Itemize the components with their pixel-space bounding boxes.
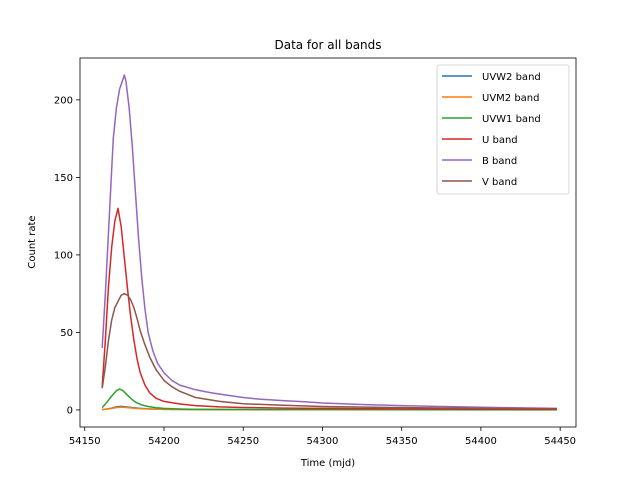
x-tick-label-4: 54350 bbox=[386, 436, 418, 447]
legend-label-4: B band bbox=[482, 156, 517, 167]
series-layer bbox=[101, 74, 557, 411]
legend-label-5: V band bbox=[482, 177, 517, 188]
x-tick-label-3: 54300 bbox=[307, 436, 339, 447]
legend-label-2: UVW1 band bbox=[482, 114, 541, 125]
series-line-4 bbox=[101, 74, 557, 410]
x-tick-label-5: 54400 bbox=[465, 436, 497, 447]
y-axis: 0 50 100 150 200 bbox=[54, 95, 80, 416]
legend-label-3: U band bbox=[482, 135, 518, 146]
chart-title: Data for all bands bbox=[274, 38, 381, 52]
plot-frame bbox=[79, 57, 577, 428]
y-axis-label: Count rate bbox=[27, 215, 38, 268]
x-axis-label: Time (mjd) bbox=[300, 458, 355, 469]
y-tick-label-4: 200 bbox=[54, 95, 73, 106]
legend: UVW2 band UVM2 band UVW1 band U band B band V… bbox=[436, 64, 570, 195]
x-tick-label-0: 54150 bbox=[69, 436, 101, 447]
y-tick-label-1: 50 bbox=[60, 328, 73, 339]
series-line-5 bbox=[101, 292, 557, 410]
legend-box bbox=[436, 64, 570, 195]
series-line-3 bbox=[101, 207, 557, 411]
x-tick-label-2: 54250 bbox=[227, 436, 259, 447]
legend-label-0: UVW2 band bbox=[482, 72, 541, 83]
series-line-2 bbox=[101, 388, 557, 411]
y-tick-label-2: 100 bbox=[54, 250, 73, 261]
legend-label-1: UVM2 band bbox=[482, 93, 540, 104]
x-axis: 54150 54200 54250 54300 54350 54400 54450 bbox=[69, 427, 576, 447]
y-tick-label-3: 150 bbox=[54, 173, 73, 184]
x-tick-label-1: 54200 bbox=[148, 436, 180, 447]
y-tick-label-0: 0 bbox=[67, 405, 73, 416]
x-tick-label-6: 54450 bbox=[544, 436, 576, 447]
